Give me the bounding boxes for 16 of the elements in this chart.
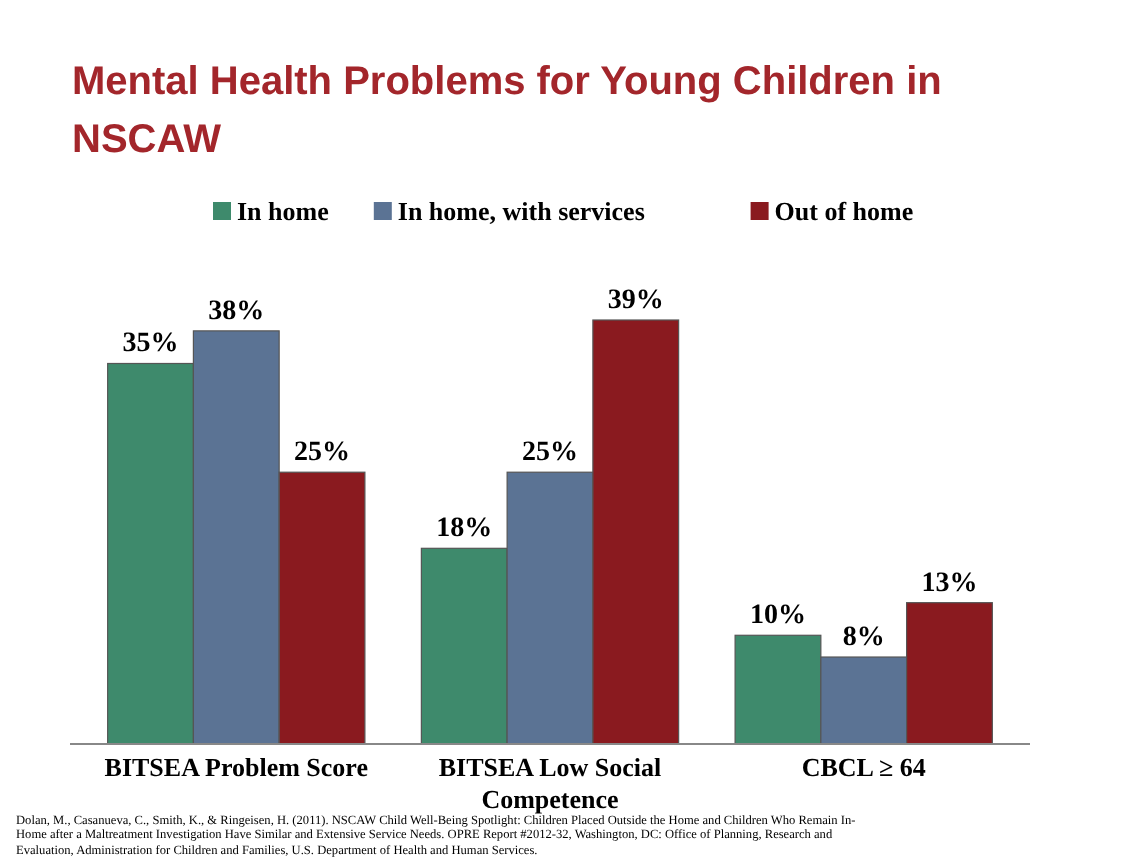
data-label: 18% <box>436 514 493 545</box>
chart-title: Mental Health Problems for Young Children in NSCAW <box>72 60 942 162</box>
data-label: 13% <box>921 568 978 599</box>
data-label: 38% <box>208 296 265 327</box>
data-label: 35% <box>122 329 179 360</box>
x-tick-label: BITSEA Problem Score <box>104 752 369 782</box>
data-label: 10% <box>749 601 806 632</box>
x-tick-label: BITSEA Low Social Competence <box>438 752 663 814</box>
data-label: 39% <box>607 286 664 316</box>
x-tick-label: CBCL ≥ 64 <box>801 752 927 782</box>
data-label: 25% <box>294 438 351 469</box>
legend-label: Out of home <box>774 196 914 226</box>
legend-label: In home, with services <box>397 196 645 226</box>
data-label: 25% <box>522 438 578 469</box>
data-label: 8% <box>842 623 885 654</box>
legend-label: In home <box>237 196 330 226</box>
